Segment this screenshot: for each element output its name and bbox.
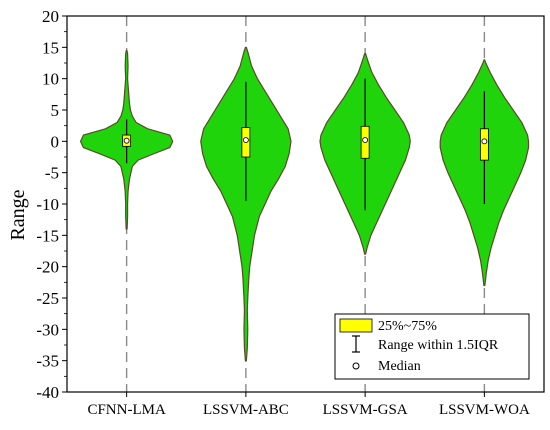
x-tick-label: LSSVM-GSA bbox=[323, 402, 408, 418]
median-marker bbox=[242, 137, 249, 143]
y-tick-label: -10 bbox=[36, 195, 59, 214]
legend-box-label: 25%~75% bbox=[378, 319, 437, 334]
x-tick-label: CFNN-LMA bbox=[87, 402, 166, 418]
axes-layer: 20 15 10 5 0 -5 -10 -15 -20 -25 -30 -35 -40 CFNN-LMA L… bbox=[36, 7, 545, 418]
y-axis-title: Range bbox=[7, 189, 29, 240]
median-marker bbox=[362, 137, 369, 143]
legend-median-label: Median bbox=[378, 359, 421, 374]
y-tick-label: -25 bbox=[36, 289, 59, 308]
violin-body bbox=[200, 46, 292, 362]
y-tick-label: -30 bbox=[36, 320, 59, 339]
y-tick-label: 5 bbox=[51, 101, 60, 120]
legend-whisker-label: Range within 1.5IQR bbox=[378, 338, 499, 353]
y-tick-label: 20 bbox=[42, 7, 59, 26]
legend-median-symbol bbox=[352, 362, 360, 370]
median-marker bbox=[123, 137, 130, 144]
legend-whisker-symbol bbox=[352, 335, 360, 353]
x-tick-label: LSSVM-ABC bbox=[203, 402, 289, 418]
legend-box-swatch bbox=[339, 318, 373, 333]
iqr-box bbox=[479, 128, 489, 161]
y-tick-label: -15 bbox=[36, 226, 59, 245]
legend: 25%~75% Range within 1.5IQR Median bbox=[334, 313, 530, 380]
x-tick-label: LSSVM-WOA bbox=[439, 402, 530, 418]
y-tick-label: 0 bbox=[51, 132, 60, 151]
y-tick-label: 10 bbox=[42, 70, 59, 89]
violins-layer bbox=[79, 16, 530, 392]
y-tick-label: -35 bbox=[36, 352, 59, 371]
median-marker bbox=[481, 138, 488, 145]
y-tick-label: -20 bbox=[36, 258, 59, 277]
y-tick-label: -5 bbox=[45, 164, 59, 183]
y-tick-label: -40 bbox=[36, 383, 59, 402]
y-tick-label: 15 bbox=[42, 38, 59, 57]
